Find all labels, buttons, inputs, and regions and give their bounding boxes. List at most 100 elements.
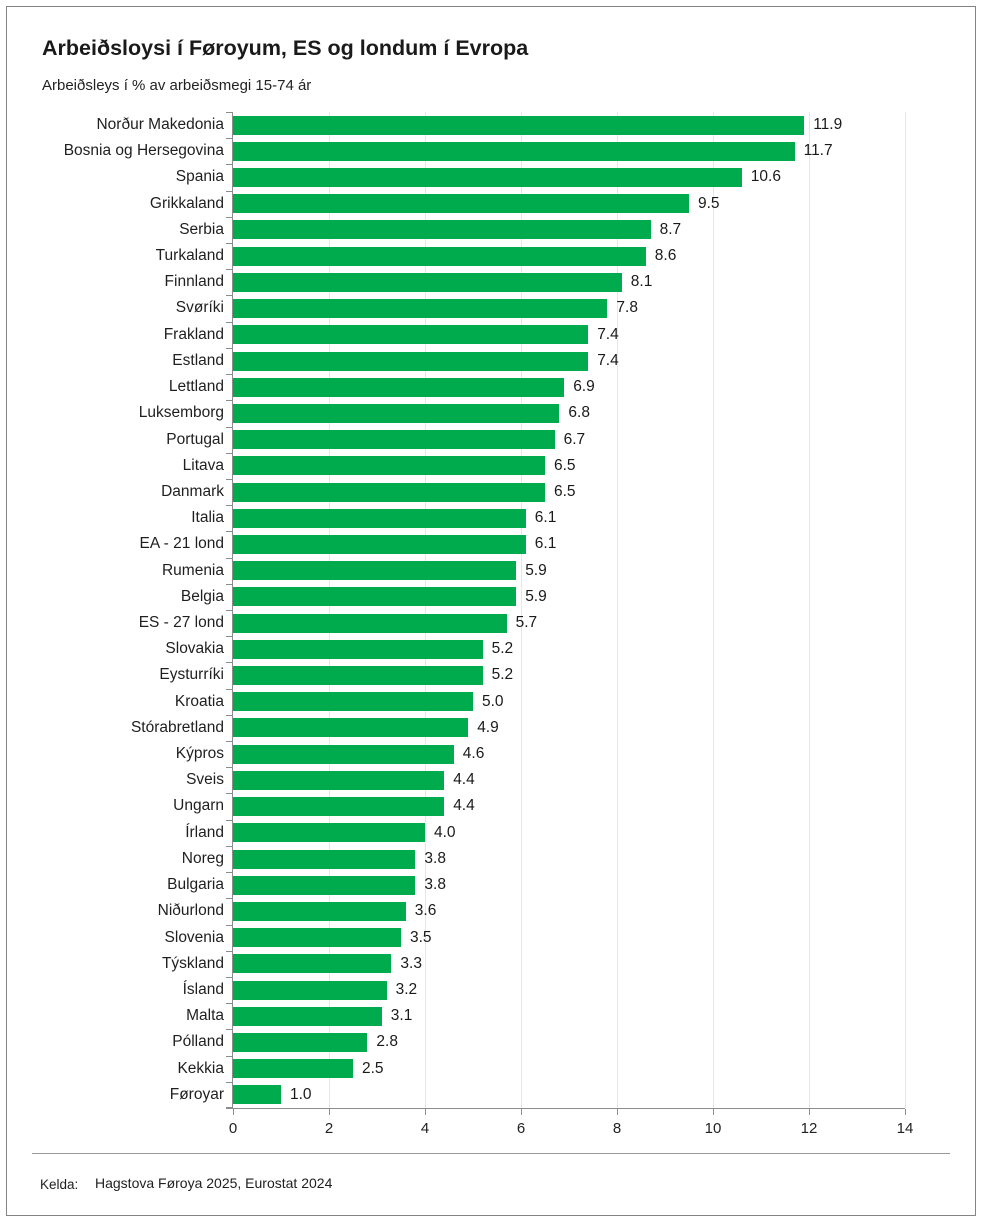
bar[interactable] — [233, 901, 406, 921]
y-axis-tick — [226, 1029, 232, 1030]
x-tick-label: 0 — [228, 1120, 238, 1137]
gridline — [904, 112, 906, 1108]
bar[interactable] — [233, 587, 517, 607]
y-axis-tick — [226, 846, 232, 847]
bar[interactable] — [233, 1085, 281, 1105]
y-axis-tick — [226, 898, 232, 899]
bar[interactable] — [233, 299, 608, 319]
bar[interactable] — [233, 220, 651, 240]
value-label: 3.2 — [395, 980, 418, 998]
category-label: Belgia — [180, 587, 224, 605]
y-axis-tick — [226, 1082, 232, 1083]
category-label: Svøríki — [175, 299, 224, 317]
category-label: Grikkaland — [149, 194, 224, 212]
bar[interactable] — [233, 954, 392, 974]
bar[interactable] — [233, 823, 425, 843]
category-label: Spania — [175, 168, 224, 186]
y-axis-tick — [226, 558, 232, 559]
value-label: 5.9 — [525, 587, 547, 605]
value-label: 5.2 — [491, 640, 514, 658]
category-label: Finnland — [164, 273, 224, 291]
y-axis-tick — [226, 112, 232, 113]
x-tick-label: 12 — [800, 1120, 818, 1137]
bar[interactable] — [233, 875, 416, 895]
bar[interactable] — [233, 1059, 353, 1079]
bar[interactable] — [233, 797, 445, 817]
value-label: 4.4 — [453, 771, 475, 789]
category-label: Turkaland — [155, 247, 224, 265]
value-label: 2.5 — [362, 1059, 384, 1077]
bar[interactable] — [233, 351, 589, 371]
y-axis-tick — [226, 689, 232, 690]
bar[interactable] — [233, 666, 483, 686]
category-label: Ungarn — [173, 797, 224, 815]
x-axis-tick — [712, 1109, 714, 1115]
value-label: 8.1 — [630, 273, 653, 291]
bar[interactable] — [233, 1032, 368, 1052]
bar[interactable] — [233, 692, 473, 712]
bar[interactable] — [233, 534, 526, 554]
bar[interactable] — [233, 613, 507, 633]
category-label: EA - 21 lond — [139, 535, 224, 553]
bar[interactable] — [233, 403, 560, 423]
x-tick-label: 14 — [896, 1120, 914, 1137]
value-label: 3.5 — [410, 928, 432, 946]
y-axis-tick — [226, 479, 232, 480]
y-axis-tick — [226, 164, 232, 165]
bar[interactable] — [233, 325, 589, 345]
category-label: Frakland — [163, 325, 224, 343]
bar[interactable] — [233, 377, 565, 397]
footer-divider — [32, 1153, 950, 1154]
category-label: Litava — [182, 456, 224, 474]
bar[interactable] — [233, 141, 795, 161]
bar[interactable] — [233, 456, 545, 476]
bar[interactable] — [233, 482, 545, 502]
x-tick-label: 8 — [612, 1120, 622, 1137]
category-label: Slovenia — [164, 928, 224, 946]
category-label: Serbia — [179, 220, 224, 238]
bar[interactable] — [233, 744, 454, 764]
value-label: 6.1 — [534, 509, 557, 527]
x-tick-label: 6 — [516, 1120, 526, 1137]
value-label: 7.4 — [597, 325, 619, 343]
value-label: 7.8 — [616, 299, 638, 317]
value-label: 4.6 — [462, 745, 485, 763]
category-label: Estland — [172, 351, 224, 369]
y-axis-line — [232, 112, 233, 1108]
bar[interactable] — [233, 849, 416, 869]
x-tick-label: 2 — [324, 1120, 334, 1137]
bar[interactable] — [233, 718, 469, 738]
x-axis-tick — [904, 1109, 906, 1115]
x-axis-tick — [328, 1109, 330, 1115]
value-label: 6.1 — [534, 535, 557, 553]
value-label: 6.5 — [554, 482, 576, 500]
bar[interactable] — [233, 168, 742, 188]
x-axis-tick — [520, 1109, 522, 1115]
bar[interactable] — [233, 980, 387, 1000]
bar[interactable] — [233, 770, 445, 790]
y-axis-tick — [226, 793, 232, 794]
category-label: Ísland — [182, 980, 224, 998]
category-label: Stórabretland — [130, 718, 224, 736]
value-label: 7.4 — [597, 351, 619, 369]
x-axis-tick — [808, 1109, 810, 1115]
category-label: Luksemborg — [138, 404, 224, 422]
value-label: 11.9 — [813, 116, 843, 133]
bar[interactable] — [233, 115, 805, 135]
bar[interactable] — [233, 508, 526, 528]
category-label: Niðurlond — [157, 902, 224, 920]
bar[interactable] — [233, 1006, 382, 1026]
value-label: 5.0 — [482, 692, 504, 710]
bar[interactable] — [233, 561, 517, 581]
category-label: Kekkia — [177, 1059, 224, 1077]
category-label: Írland — [185, 823, 224, 841]
bar[interactable] — [233, 430, 555, 450]
y-axis-tick — [226, 138, 232, 139]
value-label: 5.9 — [525, 561, 547, 579]
bar[interactable] — [233, 194, 689, 214]
bar[interactable] — [233, 272, 622, 292]
bar[interactable] — [233, 639, 483, 659]
bar[interactable] — [233, 928, 401, 948]
bar[interactable] — [233, 246, 646, 266]
